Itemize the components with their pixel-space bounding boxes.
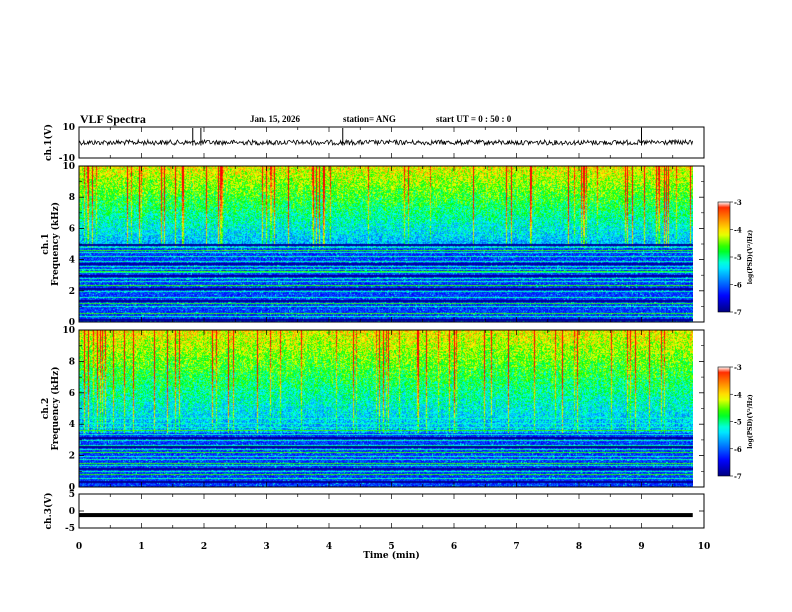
y-tick-label: -5 bbox=[65, 524, 75, 534]
x-tick-label: 2 bbox=[201, 542, 207, 552]
panel-frame-ch3_waveform: 5 0 -5 ch.3(V) bbox=[43, 490, 705, 534]
colorbar-ch2 bbox=[717, 366, 731, 477]
y-axis-label-channel: ch.2 bbox=[41, 398, 51, 419]
colorbar-tick-label: -5 bbox=[734, 418, 742, 427]
x-tick-label: 6 bbox=[451, 542, 457, 552]
colorbar-label: log(PSD)(V²/Hz) bbox=[747, 230, 754, 285]
waveform-ch1 bbox=[78, 128, 693, 147]
spectrogram-ch2: -3 -4 -5 -6 -7 log(PSD)(V²/Hz) bbox=[79, 330, 754, 487]
waveform-ch3-trace bbox=[79, 513, 693, 518]
spectrogram-image-ch2 bbox=[79, 330, 693, 487]
x-tick-label: 8 bbox=[576, 542, 582, 552]
panel-frame-ch1_waveform: 10 -10 ch.1(V) bbox=[43, 123, 705, 164]
waveform-ch1-trace bbox=[78, 138, 693, 147]
colorbar-ch1 bbox=[717, 201, 731, 313]
x-axis-label: Time (min) bbox=[363, 550, 420, 561]
y-tick-label: 10 bbox=[62, 162, 75, 172]
y-tick-label: 10 bbox=[62, 123, 75, 133]
x-tick-label: 5 bbox=[388, 542, 394, 552]
y-tick-label: 10 bbox=[62, 326, 75, 336]
colorbar-tick-label: -6 bbox=[734, 445, 742, 454]
y-tick-label: 5 bbox=[69, 490, 75, 500]
colorbar-tick-label: -3 bbox=[734, 198, 742, 207]
date-label: Jan. 15, 2026 bbox=[250, 114, 301, 124]
start-time-label: start UT = 0 : 50 : 0 bbox=[436, 114, 512, 124]
y-tick-label: 2 bbox=[69, 452, 75, 462]
x-tick-label: 4 bbox=[326, 542, 332, 552]
colorbar-label: log(PSD)(V²/Hz) bbox=[747, 394, 754, 449]
y-tick-label: 0 bbox=[69, 483, 75, 493]
colorbar-tick-label: -6 bbox=[734, 281, 742, 290]
y-tick-label: 0 bbox=[69, 318, 75, 328]
x-tick-label: 3 bbox=[263, 542, 269, 552]
x-tick-label: 7 bbox=[513, 542, 519, 552]
panel-frame-ch1_spectrogram: 0 2 4 6 8 10 ch.1 Frequency (kHz) bbox=[41, 162, 705, 328]
waveform-ch3 bbox=[79, 513, 693, 518]
y-axis-label: ch.1(V) bbox=[43, 124, 54, 161]
y-tick-label: 6 bbox=[69, 224, 75, 234]
y-axis-label-frequency: Frequency (kHz) bbox=[50, 366, 61, 450]
colorbar-tick-label: -7 bbox=[734, 308, 742, 317]
x-tick-label: 0 bbox=[76, 542, 82, 552]
y-axis-label-channel: ch.1 bbox=[41, 233, 51, 254]
colorbar-tick-label: -4 bbox=[734, 226, 742, 235]
spectrogram-ch1: -3 -4 -5 -6 -7 log(PSD)(V²/Hz) bbox=[79, 166, 754, 322]
colorbar-tick-label: -3 bbox=[734, 363, 742, 372]
y-axis-label: ch.3(V) bbox=[43, 493, 54, 530]
spectrogram-image-ch1 bbox=[79, 166, 693, 322]
y-tick-label: 4 bbox=[69, 256, 75, 266]
colorbar-tick-label: -4 bbox=[734, 390, 742, 399]
y-tick-label: 6 bbox=[69, 389, 75, 399]
y-tick-label: 0 bbox=[69, 507, 75, 517]
y-tick-label: -10 bbox=[59, 154, 75, 164]
y-tick-label: 4 bbox=[69, 420, 75, 430]
x-tick-label: 9 bbox=[638, 542, 644, 552]
x-tick-label: 10 bbox=[698, 542, 711, 552]
y-tick-label: 2 bbox=[69, 287, 75, 297]
y-tick-label: 8 bbox=[69, 357, 75, 367]
station-label: station= ANG bbox=[343, 114, 396, 124]
y-tick-label: 8 bbox=[69, 193, 75, 203]
x-tick-label: 1 bbox=[138, 542, 144, 552]
chart-title: VLF Spectra bbox=[80, 112, 146, 126]
colorbar-tick-label: -5 bbox=[734, 253, 742, 262]
y-axis-label-frequency: Frequency (kHz) bbox=[50, 202, 61, 286]
x-axis: 0 1 2 3 4 5 6 7 8 9 10 Time (min) bbox=[76, 542, 710, 561]
panel-frame-ch2_spectrogram: 0 2 4 6 8 10 ch.2 Frequency (kHz) bbox=[41, 326, 705, 493]
colorbar-tick-label: -7 bbox=[734, 472, 742, 481]
panel-border bbox=[78, 493, 705, 529]
